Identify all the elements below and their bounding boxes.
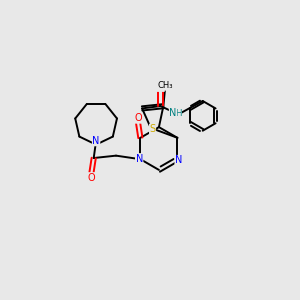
Text: O: O [134,113,142,123]
Text: O: O [157,81,164,92]
Text: S: S [149,124,156,134]
Text: N: N [175,155,182,165]
Text: CH₃: CH₃ [157,81,172,90]
Text: H: H [175,109,182,118]
Text: O: O [88,172,95,183]
Text: N: N [92,136,100,146]
Text: N: N [136,154,143,164]
Text: N: N [169,108,177,118]
